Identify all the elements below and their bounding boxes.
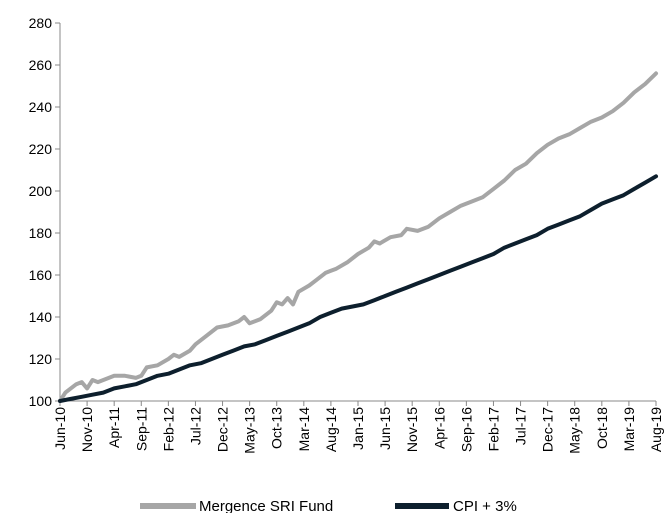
- x-tick-label: Jun-15: [377, 407, 393, 450]
- x-tick-label: Jun-10: [52, 407, 68, 450]
- x-tick-label: May-18: [567, 407, 583, 454]
- y-tick-label: 120: [29, 351, 53, 367]
- x-tick-label: Nov-15: [404, 407, 420, 452]
- x-tick-label: Aug-19: [648, 407, 664, 452]
- x-tick-label: Sep-11: [133, 407, 149, 451]
- x-tick-label: Sep-16: [458, 407, 474, 452]
- x-tick-label: Nov-10: [79, 407, 95, 452]
- series-layer: [58, 71, 658, 403]
- x-tick-label: Jan-15: [350, 407, 366, 450]
- y-tick-label: 260: [29, 57, 53, 73]
- x-tick-label: Apr-16: [431, 407, 447, 449]
- y-tick-label: 180: [29, 225, 53, 241]
- legend-label-1: CPI + 3%: [453, 498, 517, 513]
- y-axis: 100 120 140 160 180 200 220 240 260 280: [29, 15, 61, 409]
- x-tick-label: Mar-19: [621, 407, 637, 452]
- y-tick-label: 240: [29, 99, 53, 115]
- x-tick-label: Mar-14: [296, 407, 312, 452]
- x-tick-label: May-13: [242, 407, 258, 454]
- x-tick-label: Jul-12: [187, 407, 203, 445]
- x-tick-label: Aug-14: [323, 407, 339, 452]
- y-tick-label: 160: [29, 267, 53, 283]
- series-line-1: [58, 174, 658, 403]
- y-tick-label: 220: [29, 141, 53, 157]
- x-tick-label: Feb-17: [485, 407, 501, 452]
- x-tick-label: Dec-12: [215, 407, 231, 452]
- x-tick-label: Dec-17: [540, 407, 556, 452]
- x-tick-label: Feb-12: [160, 407, 176, 452]
- x-tick-label: Jul-17: [513, 407, 529, 445]
- legend-label-0: Mergence SRI Fund: [199, 498, 333, 513]
- y-tick-label: 200: [29, 183, 53, 199]
- series-line-0: [58, 71, 658, 403]
- legend: Mergence SRI Fund CPI + 3%: [140, 498, 517, 513]
- x-tick-label: Oct-13: [269, 407, 285, 449]
- x-tick-label: Oct-18: [594, 407, 610, 449]
- x-axis: Jun-10 Nov-10 Apr-11 Sep-11 Feb-12 Jul-12 Dec-…: [52, 400, 664, 454]
- y-tick-label: 100: [29, 393, 53, 409]
- y-tick-label: 280: [29, 15, 53, 31]
- y-tick-label: 140: [29, 309, 53, 325]
- x-tick-label: Apr-11: [106, 407, 122, 448]
